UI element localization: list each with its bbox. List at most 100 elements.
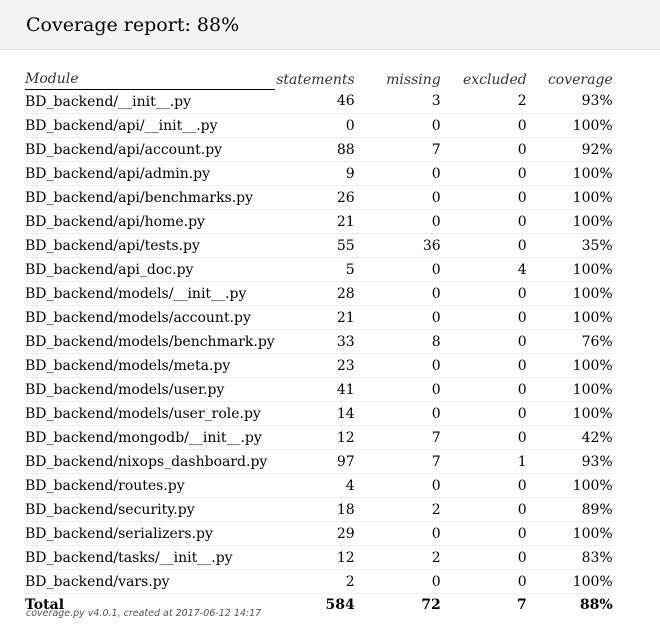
table-row: BD_backend/tasks/__init__.py 12 2 0 83% (25, 546, 613, 570)
missing-cell: 0 (431, 213, 441, 230)
module-link[interactable]: BD_backend/models/__init__.py (25, 285, 247, 302)
excluded-cell: 0 (517, 213, 527, 230)
total-missing: 72 (421, 597, 441, 613)
coverage-cell: 100% (572, 261, 613, 278)
statements-cell: 33 (336, 333, 355, 350)
missing-cell: 2 (431, 549, 441, 566)
missing-cell: 7 (431, 453, 441, 470)
excluded-cell: 0 (517, 117, 527, 134)
statements-cell: 2 (345, 573, 355, 590)
coverage-cell: 76% (581, 333, 613, 350)
table-row: BD_backend/routes.py 4 0 0 100% (25, 474, 613, 498)
excluded-cell: 4 (517, 261, 527, 278)
excluded-cell: 0 (517, 549, 527, 566)
statements-cell: 5 (345, 261, 355, 278)
module-link[interactable]: BD_backend/api/__init__.py (25, 117, 218, 134)
module-link[interactable]: BD_backend/api/benchmarks.py (25, 189, 254, 206)
missing-cell: 0 (431, 357, 441, 374)
excluded-cell: 2 (517, 93, 527, 110)
excluded-cell: 0 (517, 285, 527, 302)
excluded-cell: 0 (517, 405, 527, 422)
excluded-cell: 0 (517, 237, 527, 254)
missing-cell: 0 (431, 381, 441, 398)
module-link[interactable]: BD_backend/api_doc.py (25, 261, 194, 278)
coverage-cell: 89% (581, 501, 613, 518)
column-header-module[interactable]: Module (25, 67, 275, 90)
table-row: BD_backend/models/user.py 41 0 0 100% (25, 378, 613, 402)
statements-cell: 29 (336, 525, 355, 542)
excluded-cell: 0 (517, 429, 527, 446)
statements-cell: 9 (345, 165, 355, 182)
excluded-cell: 0 (517, 165, 527, 182)
excluded-cell: 0 (517, 357, 527, 374)
module-link[interactable]: BD_backend/serializers.py (25, 525, 213, 542)
excluded-cell: 0 (517, 309, 527, 326)
total-label: Total (25, 597, 65, 613)
coverage-table: Module statements missing excluded cover… (25, 67, 613, 616)
table-row: BD_backend/__init__.py 46 3 2 93% (25, 90, 613, 114)
column-header-excluded[interactable]: excluded (462, 71, 527, 88)
module-link[interactable]: BD_backend/models/user_role.py (25, 405, 261, 422)
module-link[interactable]: BD_backend/mongodb/__init__.py (25, 429, 262, 446)
excluded-cell: 0 (517, 501, 527, 518)
table-row: BD_backend/models/__init__.py 28 0 0 100% (25, 282, 613, 306)
module-link[interactable]: BD_backend/models/user.py (25, 381, 225, 398)
total-row: Total 584 72 7 88% (25, 594, 613, 617)
coverage-cell: 100% (572, 357, 613, 374)
module-link[interactable]: BD_backend/api/home.py (25, 213, 205, 230)
statements-cell: 4 (345, 477, 355, 494)
table-row: BD_backend/models/user_role.py 14 0 0 100% (25, 402, 613, 426)
excluded-cell: 0 (517, 477, 527, 494)
table-row: BD_backend/api/home.py 21 0 0 100% (25, 210, 613, 234)
table-row: BD_backend/api/benchmarks.py 26 0 0 100% (25, 186, 613, 210)
module-link[interactable]: BD_backend/models/account.py (25, 309, 251, 326)
missing-cell: 0 (431, 261, 441, 278)
coverage-cell: 93% (581, 453, 613, 470)
module-link[interactable]: BD_backend/models/benchmark.py (25, 333, 275, 350)
coverage-cell: 93% (581, 93, 613, 110)
module-link[interactable]: BD_backend/tasks/__init__.py (25, 549, 233, 566)
table-row: BD_backend/api/__init__.py 0 0 0 100% (25, 114, 613, 138)
missing-cell: 0 (431, 285, 441, 302)
total-coverage: 88% (579, 597, 613, 613)
module-link[interactable]: BD_backend/nixops_dashboard.py (25, 453, 268, 470)
statements-cell: 41 (336, 381, 355, 398)
module-link[interactable]: BD_backend/models/meta.py (25, 357, 231, 374)
coverage-cell: 100% (572, 117, 613, 134)
missing-cell: 2 (431, 501, 441, 518)
excluded-cell: 0 (517, 381, 527, 398)
statements-cell: 21 (336, 309, 355, 326)
page-title: Coverage report: 88% (26, 14, 240, 36)
column-header-statements[interactable]: statements (276, 71, 355, 88)
missing-cell: 36 (422, 237, 441, 254)
column-header-missing[interactable]: missing (386, 71, 441, 88)
missing-cell: 0 (431, 309, 441, 326)
module-link[interactable]: BD_backend/api/tests.py (25, 237, 200, 254)
module-link[interactable]: BD_backend/api/account.py (25, 141, 223, 158)
coverage-cell: 92% (581, 141, 613, 158)
column-header-coverage[interactable]: coverage (547, 71, 613, 88)
module-link[interactable]: BD_backend/__init__.py (25, 93, 192, 110)
coverage-cell: 100% (572, 309, 613, 326)
statements-cell: 12 (336, 429, 355, 446)
missing-cell: 7 (431, 429, 441, 446)
table-row: BD_backend/models/meta.py 23 0 0 100% (25, 354, 613, 378)
module-link[interactable]: BD_backend/security.py (25, 501, 195, 518)
table-row: BD_backend/api/tests.py 55 36 0 35% (25, 234, 613, 258)
module-link[interactable]: BD_backend/routes.py (25, 477, 185, 494)
total-statements: 584 (325, 597, 355, 613)
table-header-row: Module statements missing excluded cover… (25, 67, 613, 90)
module-link[interactable]: BD_backend/api/admin.py (25, 165, 211, 182)
excluded-cell: 0 (517, 189, 527, 206)
coverage-cell: 100% (572, 189, 613, 206)
excluded-cell: 1 (517, 453, 527, 470)
statements-cell: 28 (336, 285, 355, 302)
total-excluded: 7 (516, 597, 527, 613)
missing-cell: 0 (431, 165, 441, 182)
table-row: BD_backend/models/account.py 21 0 0 100% (25, 306, 613, 330)
table-row: BD_backend/nixops_dashboard.py 97 7 1 93% (25, 450, 613, 474)
coverage-cell: 35% (581, 237, 613, 254)
coverage-cell: 100% (572, 477, 613, 494)
footer-credit: coverage.py v4.0.1, created at 2017-06-1… (26, 608, 262, 619)
module-link[interactable]: BD_backend/vars.py (25, 573, 170, 590)
